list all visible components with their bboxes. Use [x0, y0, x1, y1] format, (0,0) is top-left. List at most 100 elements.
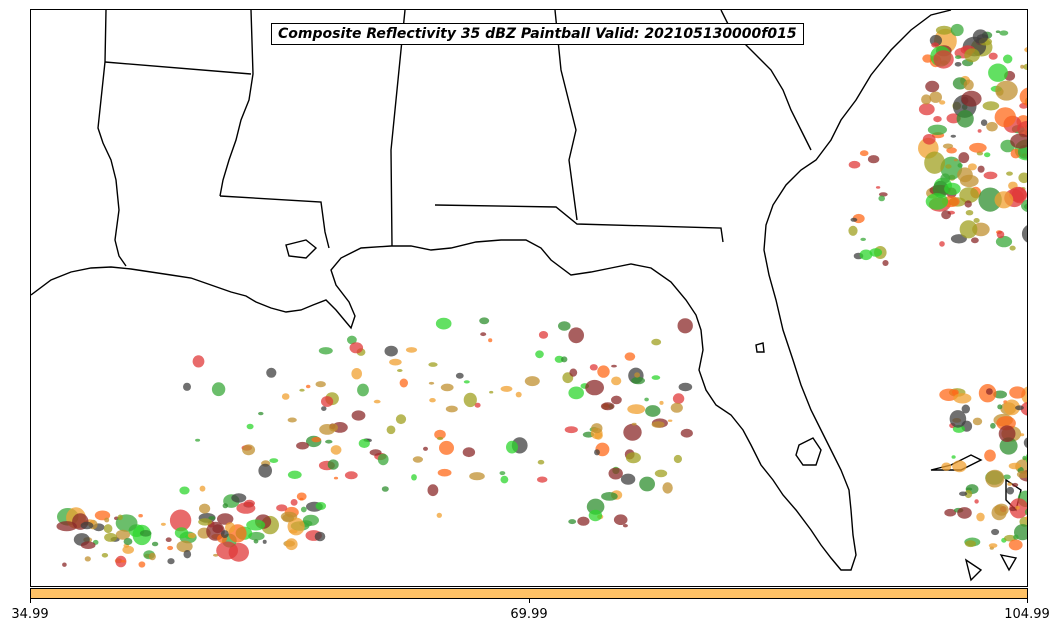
paintball-blob	[591, 423, 603, 434]
paintball-blob	[568, 519, 577, 525]
paintball-blob	[397, 369, 403, 372]
paintball-blob	[333, 476, 339, 480]
paintball-blob	[282, 514, 294, 523]
paintball-blob	[601, 492, 618, 501]
paintball-blob	[639, 476, 655, 492]
paintball-blob	[611, 395, 622, 405]
paintball-blob	[1023, 63, 1027, 70]
paintball-blob	[848, 160, 861, 169]
island-outline	[999, 554, 1018, 572]
paintball-blob	[321, 406, 327, 411]
paintball-blob	[427, 484, 439, 497]
paintball-blob	[944, 182, 961, 196]
paintball-blob	[325, 439, 333, 444]
paintball-blob	[455, 372, 464, 379]
paintball-blob	[950, 134, 956, 138]
paintball-blob	[262, 539, 267, 544]
paintball-blob	[208, 516, 216, 520]
paintball-blob	[996, 230, 1005, 239]
paintball-blob	[399, 378, 408, 388]
paintball-blob	[860, 237, 866, 241]
paintball-blob	[634, 372, 640, 378]
paintball-blob	[959, 220, 978, 239]
paintball-blob	[80, 521, 94, 530]
paintball-blob	[117, 514, 123, 521]
paintball-blob	[192, 355, 205, 368]
paintball-blob	[651, 338, 662, 346]
paintball-blob	[1019, 433, 1025, 437]
paintball-blob	[179, 486, 190, 495]
paintball-blob	[258, 411, 264, 416]
paintball-blob	[957, 167, 973, 183]
paintball-blob	[220, 530, 229, 539]
paintball-blob	[351, 368, 363, 380]
paintball-blob	[463, 380, 470, 384]
paintball-blob	[369, 449, 382, 456]
paintball-blob	[437, 468, 452, 477]
paintball-blob	[966, 487, 973, 491]
paintball-blob	[972, 29, 989, 44]
paintball-blob	[988, 52, 998, 60]
paintball-blob	[941, 210, 951, 220]
paintball-blob	[300, 506, 307, 513]
paintball-blob	[588, 509, 603, 522]
paintball-blob	[412, 456, 423, 463]
paintball-blob	[381, 486, 389, 492]
paintball-blob	[922, 134, 936, 145]
paintball-blob	[645, 405, 661, 417]
paintball-blob	[964, 48, 980, 63]
paintball-blob	[651, 421, 665, 428]
paintball-blob	[677, 318, 693, 334]
paintball-blob	[972, 417, 983, 426]
paintball-blob	[515, 391, 522, 398]
paintball-blob	[850, 217, 858, 222]
paintball-blob	[330, 445, 342, 455]
colorbar-tick	[1027, 599, 1028, 603]
paintball-blob	[480, 332, 487, 337]
alabama-georgia-border	[554, 10, 578, 221]
paintball-blob	[933, 116, 942, 123]
paintball-blob	[998, 425, 1016, 443]
paintball-blob	[1025, 516, 1027, 521]
paintball-blob	[160, 522, 166, 526]
paintball-blob	[963, 79, 974, 91]
paintball-blob	[436, 512, 442, 518]
paintball-blob	[1013, 534, 1019, 540]
paintball-blob	[623, 423, 642, 441]
paintball-blob	[84, 556, 91, 562]
alabama-florida-border	[434, 204, 724, 243]
paintball-blob	[1026, 412, 1027, 416]
paintball-blob	[952, 460, 967, 473]
paintball-blob	[945, 164, 952, 169]
paintball-blob	[1009, 386, 1026, 399]
paintball-blob	[561, 356, 568, 363]
paintball-blob	[225, 522, 236, 533]
paintball-blob	[104, 517, 110, 523]
paintball-blob	[925, 193, 949, 210]
colorbar-tick-label: 34.99	[11, 607, 49, 622]
paintball-blob	[993, 390, 1007, 399]
paintball-blob	[429, 398, 436, 403]
paintball-blob	[405, 347, 418, 353]
paintball-blob	[999, 437, 1018, 455]
paintball-blob	[314, 531, 326, 542]
lake-okeechobee	[795, 437, 822, 466]
paintball-blob	[299, 497, 304, 501]
paintball-blob	[1008, 462, 1021, 470]
paintball-blob	[624, 352, 636, 361]
paintball-blob	[999, 30, 1009, 36]
paintball-blob	[939, 241, 945, 247]
paintball-blob	[964, 200, 972, 208]
paintball-blob	[123, 538, 133, 545]
paintball-blob	[148, 552, 156, 561]
paintball-blob	[120, 560, 126, 563]
paintball-blob	[535, 350, 544, 359]
paintball-blob	[469, 472, 485, 481]
paintball-blob	[445, 405, 458, 413]
paintball-blob	[611, 376, 622, 386]
paintball-blob	[982, 101, 1000, 111]
paintball-blob	[554, 355, 564, 363]
paintball-blob	[990, 422, 996, 429]
paintball-blob	[139, 530, 152, 537]
paintball-blob	[299, 388, 305, 392]
